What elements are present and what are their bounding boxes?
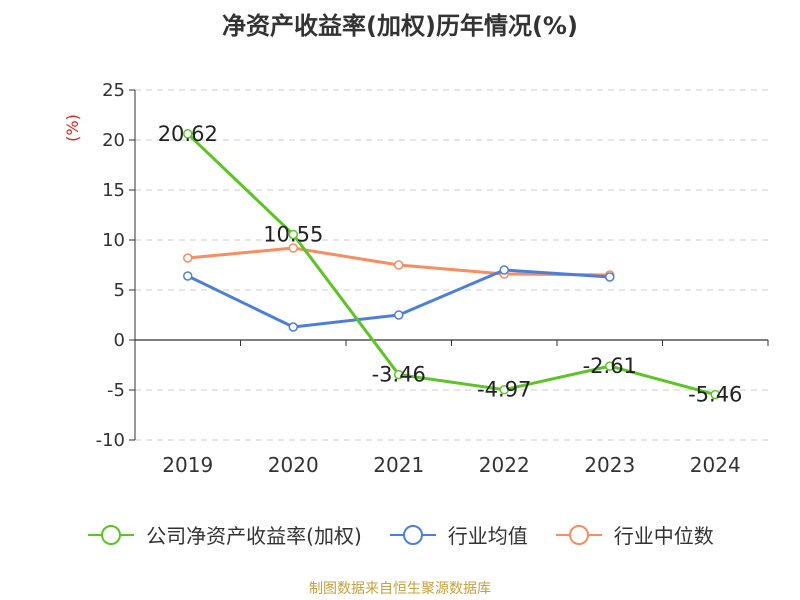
y-tick-label: -5 [107,380,125,401]
series-line [186,132,716,397]
data-point [288,229,298,240]
series-1 [183,265,615,332]
x-tick-label: 2023 [584,453,635,477]
y-tick-label: 5 [114,280,125,301]
data-point [183,271,193,281]
y-tick-label: 10 [102,230,125,251]
chart-title: 净资产收益率(加权)历年情况(%) [222,12,578,40]
y-axis-label: (%) [63,114,82,142]
data-point [499,384,509,395]
data-point [183,253,193,263]
data-label: 10.55 [263,223,323,247]
data-point [394,369,404,380]
data-label: 20.62 [158,122,218,146]
data-point [605,272,615,282]
data-point [183,129,193,139]
y-tick-label: 25 [102,80,125,101]
series-layer [183,129,720,400]
data-point [288,243,298,253]
data-point [710,389,720,400]
data-label: -3.46 [372,363,426,387]
legend-item[interactable]: 行业均值 [388,520,528,549]
legend-marker-icon [88,524,135,545]
data-point [394,260,404,270]
legend-marker-icon [555,524,602,545]
data-point [394,310,404,320]
data-label: -2.61 [583,354,637,378]
legend-label: 行业均值 [447,524,528,548]
axes: 25 20 15 10 5 0 -5 -10 2019 2020 2021 2022 2023 2024 [96,80,769,477]
x-tick-label: 2019 [162,453,213,477]
data-label: -4.97 [477,378,531,402]
y-tick-label: 20 [102,130,125,151]
data-label: -5.46 [688,383,742,407]
series-0 [183,129,720,400]
x-tick-label: 2021 [373,453,424,477]
data-point [499,265,509,275]
y-tick-label: 0 [114,330,125,351]
data-point [605,361,615,371]
x-tick-label: 2022 [479,453,530,477]
data-point [288,322,298,332]
y-tick-label: -10 [96,430,125,451]
legend-label: 公司净资产收益率(加权) [146,524,362,548]
x-tick-label: 2024 [690,453,741,477]
legend-item[interactable]: 公司净资产收益率(加权) [86,520,362,549]
legend-marker-icon [389,524,436,545]
source-note: 制图数据来自恒生聚源数据库 [309,581,491,597]
legend: 公司净资产收益率(加权) 行业均值 行业中位数 [0,520,800,549]
gridlines [135,89,768,441]
x-tick-label: 2020 [268,453,319,477]
y-tick-label: 15 [102,180,125,201]
data-labels: 20.62 10.55 -3.46 -4.97 -2.61 -5.46 [158,122,743,407]
legend-item[interactable]: 行业中位数 [554,520,714,549]
legend-label: 行业中位数 [613,524,714,548]
